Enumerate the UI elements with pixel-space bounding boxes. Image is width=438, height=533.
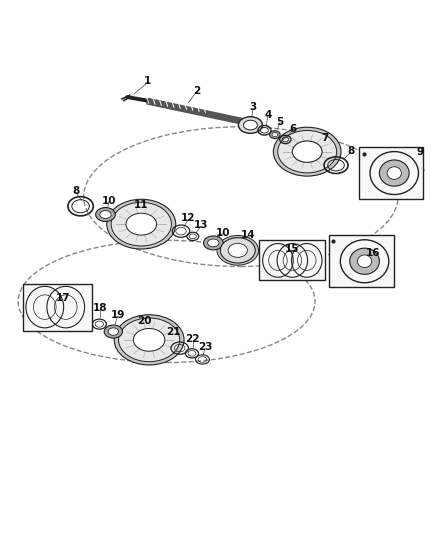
Text: 11: 11 [134, 200, 148, 211]
Text: 6: 6 [290, 124, 297, 134]
Ellipse shape [104, 325, 123, 338]
Ellipse shape [220, 238, 255, 263]
Ellipse shape [278, 131, 337, 173]
Bar [329, 235, 394, 287]
Ellipse shape [292, 141, 322, 163]
Text: 23: 23 [198, 342, 212, 352]
Text: 3: 3 [249, 102, 257, 112]
Ellipse shape [108, 328, 119, 335]
Text: 22: 22 [186, 334, 200, 344]
Text: 19: 19 [110, 310, 125, 320]
Ellipse shape [111, 203, 171, 246]
Ellipse shape [357, 255, 372, 268]
Ellipse shape [100, 211, 111, 219]
Ellipse shape [204, 236, 223, 250]
Text: 12: 12 [181, 214, 196, 223]
Ellipse shape [273, 127, 341, 176]
Ellipse shape [387, 167, 401, 179]
Text: 8: 8 [347, 146, 354, 156]
Ellipse shape [107, 199, 176, 249]
Text: 21: 21 [166, 327, 180, 337]
Text: 14: 14 [241, 230, 255, 240]
Text: 13: 13 [194, 221, 208, 230]
Text: 7: 7 [321, 133, 328, 143]
Ellipse shape [379, 160, 409, 186]
Ellipse shape [126, 213, 156, 235]
Ellipse shape [238, 117, 262, 133]
Text: 1: 1 [143, 76, 151, 86]
Text: 18: 18 [93, 303, 107, 313]
Text: 9: 9 [416, 147, 424, 157]
Ellipse shape [208, 239, 219, 247]
Ellipse shape [350, 248, 379, 274]
Ellipse shape [228, 244, 247, 257]
Text: 15: 15 [285, 244, 300, 254]
Bar [359, 147, 424, 199]
Bar [259, 240, 325, 280]
Text: 20: 20 [137, 316, 151, 326]
Ellipse shape [95, 207, 115, 222]
Ellipse shape [134, 328, 165, 351]
Text: 17: 17 [55, 293, 70, 303]
Text: 10: 10 [216, 228, 231, 238]
Ellipse shape [272, 133, 278, 137]
Ellipse shape [114, 315, 184, 365]
Ellipse shape [270, 131, 280, 139]
Text: 2: 2 [193, 86, 200, 96]
Text: 8: 8 [72, 187, 79, 196]
Ellipse shape [217, 236, 258, 265]
Text: 5: 5 [276, 117, 284, 127]
Bar [23, 284, 92, 330]
Text: 4: 4 [264, 110, 272, 119]
Text: 16: 16 [365, 247, 380, 257]
Ellipse shape [244, 120, 258, 130]
Ellipse shape [119, 318, 180, 362]
Text: 10: 10 [102, 196, 116, 206]
